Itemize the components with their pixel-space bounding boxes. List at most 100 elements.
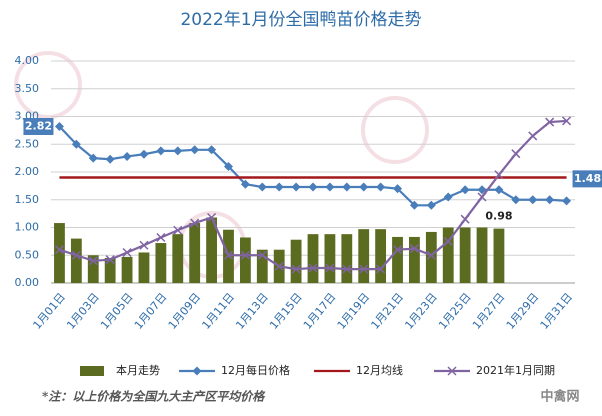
point-marker: [105, 255, 115, 265]
point-marker: [393, 184, 403, 194]
bar: [54, 223, 65, 283]
legend-marker: [447, 366, 457, 376]
point-marker: [54, 245, 64, 255]
bar: [189, 223, 201, 283]
point-marker: [223, 250, 234, 260]
point-marker: [139, 149, 149, 159]
point-marker: [139, 240, 149, 250]
point-marker: [291, 182, 301, 192]
point-marker: [511, 195, 521, 205]
point-marker: [207, 145, 217, 155]
bar: [324, 234, 336, 283]
point-marker: [71, 250, 81, 260]
point-marker: [88, 153, 98, 163]
y-tick-label: 3.50: [15, 82, 40, 95]
point-marker: [71, 139, 81, 149]
point-marker: [190, 145, 200, 155]
point-marker: [325, 263, 335, 273]
point-marker: [426, 250, 436, 260]
data-label: 1.48: [574, 172, 601, 185]
point-marker: [494, 185, 504, 195]
point-marker: [545, 117, 555, 127]
point-marker: [460, 214, 470, 224]
point-marker: [426, 200, 436, 210]
point-marker: [223, 161, 233, 171]
bar: [70, 238, 82, 283]
point-marker: [392, 245, 403, 255]
point-marker: [240, 250, 250, 260]
y-tick-label: 1.50: [15, 193, 40, 206]
y-tick-label: 4.00: [15, 54, 40, 67]
legend-marker: [192, 366, 202, 376]
bar: [425, 231, 437, 283]
point-marker: [528, 195, 538, 205]
point-marker: [190, 218, 200, 228]
legend-label: 12月均线: [356, 363, 403, 377]
data-label: 0.98: [485, 210, 512, 223]
point-marker: [342, 264, 352, 274]
point-marker: [477, 192, 487, 202]
footnote: *注：以上价格为全国九大主产区平均价格: [42, 390, 266, 404]
point-marker: [88, 256, 98, 266]
bar: [392, 236, 403, 283]
point-marker: [122, 247, 132, 258]
bar: [239, 237, 251, 283]
y-tick-label: 0.00: [15, 276, 40, 289]
point-marker: [409, 200, 419, 210]
bar: [206, 217, 217, 283]
data-label: 2.82: [25, 119, 52, 132]
bar: [493, 228, 505, 283]
point-marker: [342, 182, 352, 192]
point-marker: [494, 170, 504, 180]
point-marker: [359, 264, 369, 274]
point-marker: [122, 151, 132, 161]
point-marker: [240, 179, 250, 189]
point-marker: [477, 185, 487, 195]
y-tick-label: 0.50: [15, 248, 40, 261]
bar: [442, 227, 454, 283]
point-marker: [173, 146, 183, 156]
y-tick-label: 2.00: [15, 165, 40, 178]
point-marker: [308, 182, 318, 192]
source-watermark: 中禽网: [540, 389, 579, 405]
point-marker: [359, 182, 369, 192]
bar: [256, 249, 268, 283]
point-marker: [409, 244, 419, 254]
point-marker: [257, 250, 267, 260]
point-marker: [376, 264, 386, 274]
point-marker: [274, 261, 284, 271]
legend-label: 本月走势: [116, 363, 160, 377]
bar: [341, 234, 353, 283]
bar: [155, 243, 167, 283]
point-marker: [545, 195, 555, 205]
bar: [138, 252, 150, 283]
point-marker: [562, 196, 572, 206]
bar: [358, 229, 370, 283]
bar: [223, 229, 234, 283]
bar: [476, 227, 488, 283]
legend-label: 2021年1月同期: [476, 363, 555, 377]
bar: [375, 229, 387, 283]
bar: [172, 234, 184, 283]
point-marker: [156, 232, 166, 243]
point-marker: [274, 182, 284, 192]
bar: [104, 258, 116, 283]
point-marker: [257, 182, 267, 192]
point-marker: [308, 263, 318, 273]
point-marker: [528, 131, 538, 141]
point-marker: [156, 146, 166, 156]
data-label-box: [23, 117, 54, 135]
legend-label: 12月每日价格: [221, 363, 290, 377]
chart-title: 2022年1月份全国鸭苗价格走势: [180, 10, 421, 30]
y-tick-label: 1.00: [15, 221, 40, 234]
point-marker: [562, 116, 572, 126]
point-marker: [443, 236, 453, 246]
point-marker: [54, 121, 64, 131]
bar: [87, 255, 99, 283]
point-marker: [511, 149, 521, 159]
point-marker: [460, 185, 470, 195]
bar: [290, 239, 302, 283]
bar: [459, 227, 471, 283]
